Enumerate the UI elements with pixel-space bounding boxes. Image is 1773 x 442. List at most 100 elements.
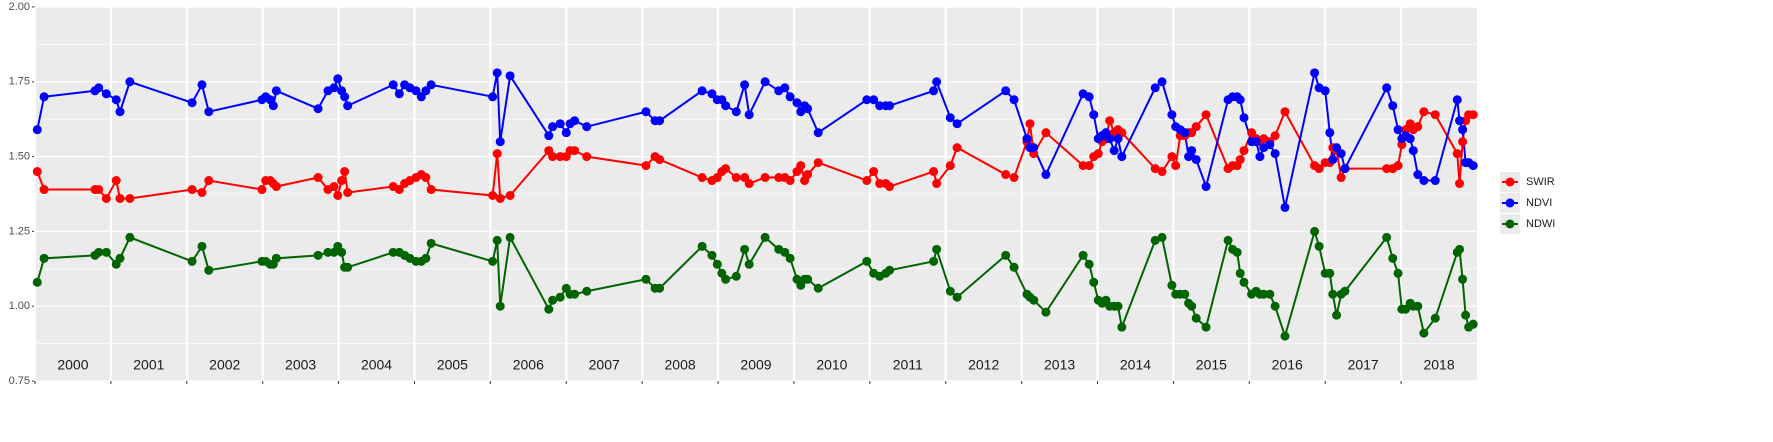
data-point [271, 253, 281, 263]
data-point [1455, 244, 1465, 254]
data-point [1340, 286, 1350, 296]
data-point [340, 92, 350, 102]
data-point [1093, 149, 1103, 159]
data-point [1458, 137, 1468, 147]
data-point [1413, 170, 1423, 180]
year-label: 2004 [361, 357, 392, 373]
data-point [1029, 295, 1039, 305]
legend-key-point [1505, 177, 1515, 187]
data-point [1280, 331, 1290, 341]
year-label: 2018 [1423, 357, 1454, 373]
data-point [1235, 268, 1245, 278]
data-point [1419, 176, 1429, 186]
data-point [785, 92, 795, 102]
data-point [94, 83, 104, 93]
data-point [343, 101, 353, 111]
data-point [792, 98, 802, 108]
data-point [125, 193, 135, 203]
data-point [421, 86, 431, 96]
data-point [697, 241, 707, 251]
data-point [1270, 301, 1280, 311]
data-point [1223, 235, 1233, 245]
year-label: 2011 [893, 357, 923, 373]
data-point [1191, 155, 1201, 165]
data-point [785, 253, 795, 263]
data-point [187, 256, 197, 266]
data-point [1180, 289, 1190, 299]
data-point [1171, 161, 1181, 171]
data-point [1388, 253, 1398, 263]
data-point [803, 274, 813, 284]
data-point [313, 104, 323, 114]
y-tick-label: 1.50 [9, 151, 30, 163]
data-point [731, 173, 741, 183]
data-point [1167, 152, 1177, 162]
data-point [94, 185, 104, 195]
data-point [1239, 113, 1249, 123]
data-point [932, 244, 942, 254]
data-point [1310, 68, 1320, 78]
data-point [869, 95, 879, 105]
data-point [488, 190, 498, 200]
data-point [544, 131, 554, 141]
data-point [1265, 289, 1275, 299]
data-point [1452, 95, 1462, 105]
data-point [641, 161, 651, 171]
data-point [492, 149, 502, 159]
data-point [187, 185, 197, 195]
data-point [1382, 232, 1392, 242]
data-point [115, 193, 125, 203]
data-point [1270, 131, 1280, 141]
data-point [555, 119, 565, 129]
year-label: 2005 [437, 357, 468, 373]
data-point [641, 274, 651, 284]
data-point [125, 77, 135, 87]
data-point [932, 179, 942, 189]
data-point [495, 193, 505, 203]
data-point [204, 176, 214, 186]
data-point [313, 250, 323, 260]
data-point [333, 74, 343, 84]
year-label: 2010 [816, 357, 847, 373]
data-point [952, 119, 962, 129]
data-point [1117, 322, 1127, 332]
data-point [707, 89, 717, 99]
year-label: 2000 [57, 357, 88, 373]
data-point [32, 167, 42, 177]
data-point [555, 292, 565, 302]
legend-key-point [1505, 219, 1515, 229]
data-point [721, 101, 731, 111]
legend-label: NDWI [1526, 218, 1555, 230]
year-label: 2013 [1044, 357, 1075, 373]
data-point [394, 185, 404, 195]
data-point [1340, 164, 1350, 174]
data-point [1180, 128, 1190, 138]
data-point [1201, 110, 1211, 120]
y-tick-label: 1.75 [9, 76, 30, 88]
data-point [388, 80, 398, 90]
data-point [1041, 307, 1051, 317]
data-point [1393, 268, 1403, 278]
data-point [803, 170, 813, 180]
data-point [1280, 202, 1290, 212]
data-point [929, 86, 939, 96]
data-point [329, 182, 339, 192]
data-point [1150, 235, 1160, 245]
data-point [570, 146, 580, 156]
data-point [1468, 110, 1478, 120]
data-point [885, 182, 895, 192]
year-label: 2016 [1272, 357, 1303, 373]
data-point [1239, 146, 1249, 156]
data-point [1001, 170, 1011, 180]
data-point [1105, 116, 1115, 126]
data-point [1041, 128, 1051, 138]
data-point [1458, 274, 1468, 284]
data-point [187, 98, 197, 108]
data-point [1314, 241, 1324, 251]
data-point [1009, 262, 1019, 272]
data-point [1109, 146, 1119, 156]
data-point [1022, 134, 1032, 144]
data-point [1468, 161, 1478, 171]
